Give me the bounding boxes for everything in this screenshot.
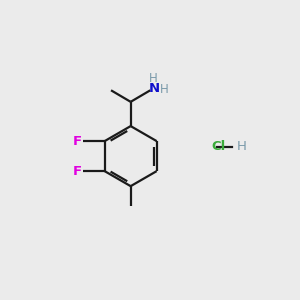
Text: N: N: [149, 82, 160, 95]
Text: F: F: [72, 165, 82, 178]
Text: Cl: Cl: [212, 140, 226, 153]
Text: H: H: [237, 140, 247, 153]
Text: F: F: [72, 135, 82, 148]
Text: H: H: [160, 83, 169, 96]
Text: H: H: [149, 72, 158, 85]
